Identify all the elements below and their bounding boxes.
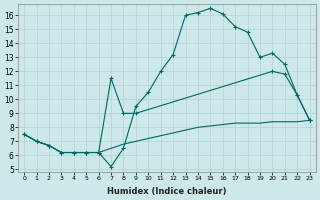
X-axis label: Humidex (Indice chaleur): Humidex (Indice chaleur) <box>107 187 227 196</box>
